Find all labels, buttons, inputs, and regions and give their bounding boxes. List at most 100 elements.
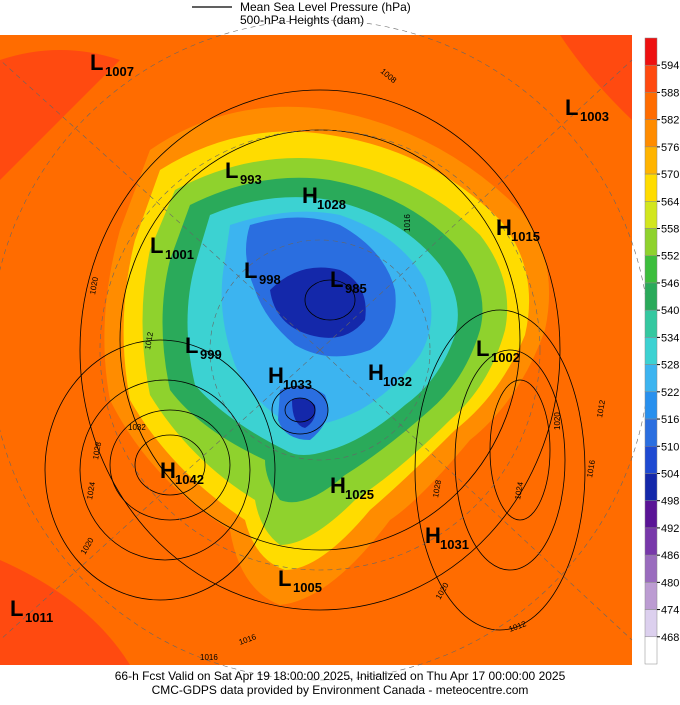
colorbar-tick-label: 516 bbox=[661, 414, 679, 426]
warm-area bbox=[0, 35, 632, 665]
colorbar-swatch bbox=[644, 364, 658, 393]
colorbar-tick-label: 552 bbox=[661, 251, 679, 263]
map: 1008 1016 1020 1012 1032 1028 1024 1020 … bbox=[0, 19, 651, 681]
colorbar-tick-label: 498 bbox=[661, 496, 679, 508]
legend-line-label: Mean Sea Level Pressure (hPa) bbox=[240, 0, 411, 14]
contour-label: 1016 bbox=[403, 214, 412, 232]
center-letter: H bbox=[425, 523, 441, 548]
contour-label: 1028 bbox=[431, 479, 443, 499]
center-letter: L bbox=[185, 333, 198, 358]
colorbar-swatch bbox=[644, 282, 658, 311]
colorbar-swatch bbox=[644, 64, 658, 93]
center-letter: L bbox=[565, 95, 578, 120]
colorbar-tick-label: 492 bbox=[661, 523, 679, 535]
colorbar: 594 588 582 576 570 564 558 552 546 540 534 528 522 5… bbox=[644, 37, 679, 665]
contour-label: 1012 bbox=[595, 399, 607, 419]
center-letter: H bbox=[368, 360, 384, 385]
contour-label: 1024 bbox=[513, 481, 525, 501]
center-value: 1007 bbox=[105, 64, 134, 79]
colorbar-tick-label: 510 bbox=[661, 441, 679, 453]
legend-fill-label: 500-hPa Heights (dam) bbox=[240, 13, 364, 27]
colorbar-swatch bbox=[644, 391, 658, 420]
colorbar-swatch bbox=[644, 119, 658, 148]
center-value: 1031 bbox=[440, 537, 469, 552]
colorbar-swatch bbox=[644, 146, 658, 175]
center-value: 1005 bbox=[293, 580, 322, 595]
isobars bbox=[44, 89, 586, 631]
colorbar-tick-label: 468 bbox=[661, 632, 679, 644]
colorbar-swatch bbox=[644, 37, 658, 66]
center-value: 1003 bbox=[580, 109, 609, 124]
contour-label: 1028 bbox=[91, 441, 103, 461]
colorbar-tick-label: 582 bbox=[661, 115, 679, 127]
center-value: 1033 bbox=[283, 377, 312, 392]
colorbar-swatch bbox=[644, 418, 658, 447]
colorbar-tick-label: 474 bbox=[661, 605, 679, 617]
center-value: 1028 bbox=[317, 197, 346, 212]
center-letter: L bbox=[225, 158, 238, 183]
center-letter: H bbox=[268, 363, 284, 388]
contour-labels: 1008 1016 1020 1012 1032 1028 1024 1020 … bbox=[79, 67, 607, 662]
center-value: 1002 bbox=[491, 350, 520, 365]
colorbar-tick-label: 540 bbox=[661, 305, 679, 317]
center-value: 1011 bbox=[25, 610, 53, 625]
center-letter: H bbox=[330, 473, 346, 498]
center-letter: L bbox=[278, 566, 291, 591]
colorbar-swatch bbox=[644, 173, 658, 202]
colorbar-swatch bbox=[644, 228, 658, 256]
colorbar-swatch bbox=[644, 92, 658, 120]
center-letter: L bbox=[90, 50, 103, 75]
colorbar-tick-label: 528 bbox=[661, 360, 679, 372]
center-value: 985 bbox=[345, 281, 367, 296]
center-value: 998 bbox=[259, 272, 281, 287]
center-value: 999 bbox=[200, 347, 222, 362]
center-letter: L bbox=[476, 336, 489, 361]
colorbar-swatch bbox=[644, 255, 658, 284]
center-value: 1032 bbox=[383, 374, 412, 389]
colorbar-swatch bbox=[644, 527, 658, 556]
center-letter: L bbox=[244, 258, 257, 283]
center-value: 1001 bbox=[165, 247, 194, 262]
center-letter: L bbox=[10, 596, 23, 621]
center-letter: H bbox=[302, 183, 318, 208]
center-letter: L bbox=[330, 267, 343, 292]
contour-label: 1032 bbox=[128, 423, 146, 432]
contour-label: 1020 bbox=[88, 276, 100, 296]
center-letter: H bbox=[160, 458, 176, 483]
contour-label: 1020 bbox=[553, 412, 562, 430]
colorbar-tick-label: 522 bbox=[661, 387, 679, 399]
colorbar-tick-label: 594 bbox=[661, 60, 679, 72]
center-value: 1025 bbox=[345, 487, 374, 502]
contour-label: 1024 bbox=[85, 481, 97, 501]
colorbar-tick-label: 480 bbox=[661, 577, 679, 589]
colorbar-tick-label: 576 bbox=[661, 142, 679, 154]
center-value: 1015 bbox=[511, 229, 540, 244]
colorbar-swatch bbox=[644, 337, 658, 365]
footer-line: 66-h Fcst Valid on Sat Apr 19 18:00:00 2… bbox=[115, 669, 566, 683]
height-band bbox=[270, 267, 366, 428]
center-letter: H bbox=[496, 215, 512, 240]
colorbar-tick-label: 570 bbox=[661, 169, 679, 181]
footer-line: CMC-GDPS data provided by Environment Ca… bbox=[152, 683, 529, 697]
colorbar-swatch bbox=[644, 554, 658, 583]
colorbar-swatch bbox=[644, 473, 658, 501]
contour-label: 1016 bbox=[200, 653, 218, 662]
colorbar-tick-label: 588 bbox=[661, 87, 679, 99]
colorbar-swatch bbox=[644, 582, 658, 610]
colorbar-tick-label: 486 bbox=[661, 550, 679, 562]
colorbar-swatch bbox=[644, 500, 658, 529]
colorbar-swatch bbox=[644, 309, 658, 338]
center-letter: L bbox=[150, 233, 163, 258]
colorbar-tick-label: 564 bbox=[661, 196, 679, 208]
contour-label: 1012 bbox=[143, 331, 155, 351]
center-value: 993 bbox=[240, 172, 262, 187]
colorbar-tick-label: 558 bbox=[661, 224, 679, 236]
colorbar-swatch bbox=[644, 609, 658, 638]
colorbar-tick-label: 504 bbox=[661, 468, 679, 480]
contour-label: 1016 bbox=[585, 459, 597, 479]
colorbar-swatch bbox=[644, 446, 658, 474]
colorbar-swatch bbox=[644, 636, 658, 665]
